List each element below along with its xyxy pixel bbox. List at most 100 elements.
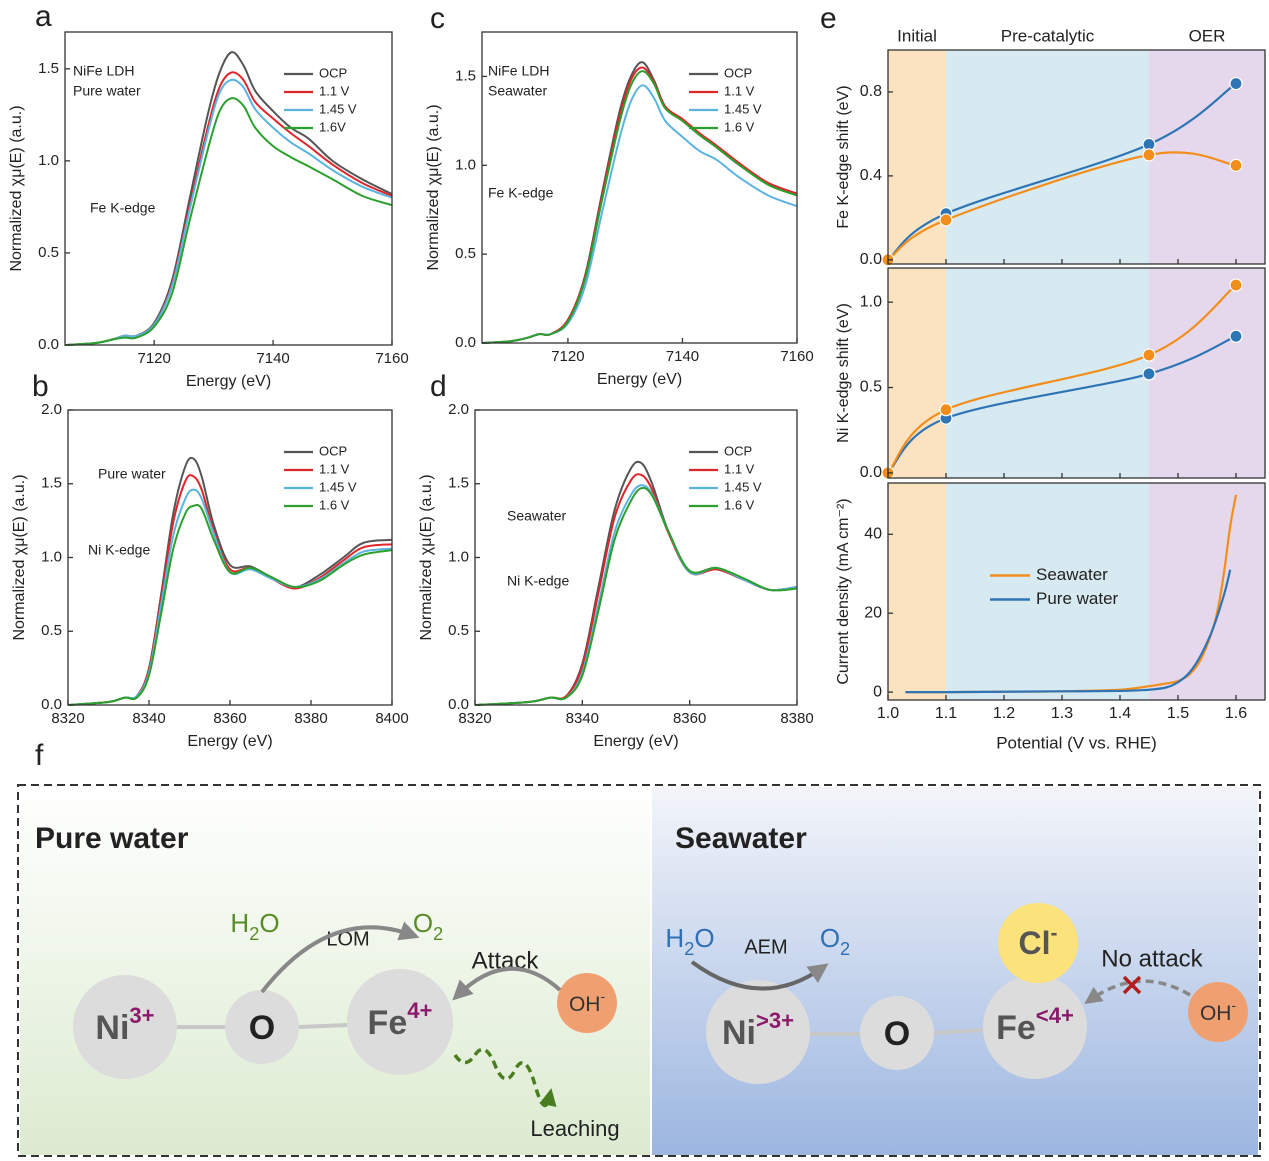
x-tick-label: 1.6 [1225,705,1247,722]
atom [706,980,810,1084]
x-axis-label: Energy (eV) [186,373,271,390]
x-tick-label: 8380 [780,710,813,727]
leaching-label: Leaching [530,1116,619,1141]
panel-label: c [430,2,445,35]
y-axis-label: Normalized χμ(E) (a.u.) [418,474,435,640]
panel-label: b [32,370,49,403]
y-axis-label: Current density (mA cm⁻²) [835,498,852,684]
bond [298,1023,348,1029]
formula: O [820,923,840,953]
legend-label: Seawater [1036,565,1108,584]
panel-label: e [820,2,837,35]
legend-label: 1.45 V [724,101,762,116]
y-tick-label: 1.0 [38,152,59,169]
series-line [67,488,393,706]
y-tick-label: 1.0 [448,548,469,565]
series-line [64,97,393,346]
legend-label: 1.45 V [319,479,357,494]
x-tick-label: 8340 [566,710,599,727]
arrow [260,921,420,994]
annotation: Fe K-edge [488,185,554,201]
series-line [474,486,798,706]
legend-label: Pure water [1036,589,1119,608]
annotation: Pure water [73,83,141,99]
y-tick-label: 1.5 [41,475,62,492]
oxidation-state: <4+ [1036,1003,1074,1028]
x-tick-label: 1.5 [1167,705,1189,722]
annotation: NiFe LDH [488,63,549,79]
region-label: OER [1189,26,1226,45]
atom-symbol: Ni [95,1009,129,1047]
y-axis-label: Normalized χμ(E) (a.u.) [8,105,25,271]
y-tick-label: 0.8 [860,83,882,100]
formula: 2 [249,924,259,944]
legend-label: 1.45 V [319,101,357,116]
region [888,483,946,700]
plot-frame [887,49,1266,265]
panel-label: d [430,370,447,403]
data-point [1229,329,1243,343]
x-tick-label: 8340 [132,710,165,727]
x-tick-label: 7140 [666,348,699,365]
cross [1122,975,1142,995]
series-line [481,70,798,344]
x-tick-label: 1.0 [877,705,899,722]
y-tick-label: 0.0 [448,696,469,713]
y-axis-label: Ni K-edge shift (eV) [835,303,852,443]
data-point [1142,148,1156,162]
y-tick-label: 0.4 [860,167,882,184]
x-tick-label: 1.3 [1051,705,1073,722]
series-line [887,151,1237,261]
data-point [1142,367,1156,381]
formula: O [413,908,433,938]
region-label: Initial [897,26,937,45]
oxidation-state: >3+ [756,1008,794,1033]
no-attack-label: No attack [1101,945,1203,972]
formula: 2 [840,939,850,959]
y-tick-label: 20 [864,604,882,621]
formula: H [665,923,684,953]
series-line [67,503,393,706]
region [1149,268,1265,478]
series-line [905,569,1232,694]
atom-label: Fe4+ [368,998,433,1042]
data-point [939,213,953,227]
panel-title: Pure water [35,822,189,855]
annotation: NiFe LDH [73,63,134,79]
plot-frame [64,31,393,346]
data-point [1142,348,1156,362]
y-tick-label: 40 [864,526,882,543]
legend-label: 1.6 V [319,497,350,512]
y-tick-label: 0.0 [38,336,59,353]
y-tick-label: 2.0 [448,401,469,418]
x-tick-label: 1.2 [993,705,1015,722]
y-tick-label: 0.5 [455,245,476,262]
y-tick-label: 0.0 [455,334,476,351]
ion-symbol: Cl [1019,925,1051,961]
y-tick-label: 1.5 [38,60,59,77]
legend-label: OCP [724,65,752,80]
y-tick-label: 0.5 [448,622,469,639]
annotation: Seawater [488,83,547,99]
oxidation-state: 3+ [129,1003,154,1028]
y-tick-label: 0 [873,683,882,700]
atom-label: Ni>3+ [722,1008,794,1052]
x-tick-label: 7120 [551,348,584,365]
atom-label: Fe<4+ [996,1003,1074,1047]
y-axis-label: Normalized χμ(E) (a.u.) [425,104,442,270]
formula: 2 [684,939,694,959]
x-tick-label: 7140 [256,350,289,367]
series-line [887,82,1237,261]
ion [998,903,1078,983]
arrow [452,966,562,1001]
panel-label: f [35,739,44,772]
atom-label: Ni3+ [95,1003,154,1047]
atom [347,969,453,1075]
legend-label: 1.6 V [724,119,755,134]
reactant: H2O [230,908,279,944]
seawater-background [652,787,1258,1155]
legend-label: 1.6 V [724,497,755,512]
annotation: Ni K-edge [88,542,150,558]
